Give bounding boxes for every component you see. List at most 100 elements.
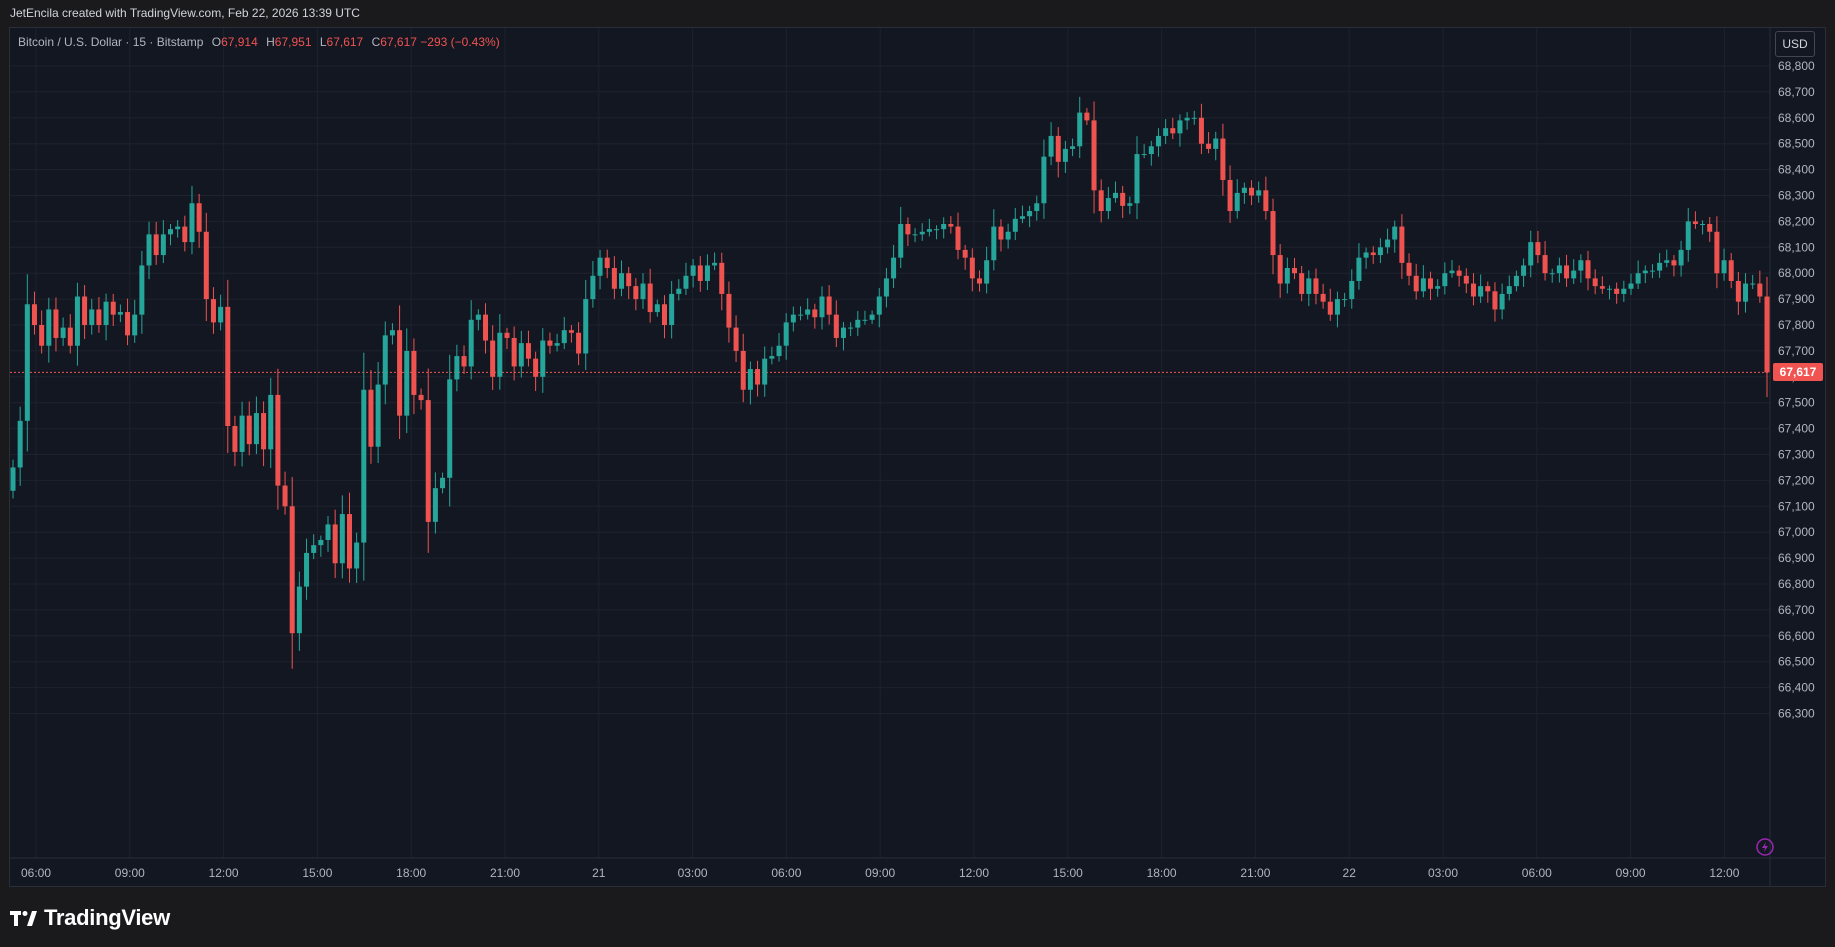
candle[interactable] xyxy=(661,295,667,339)
candle[interactable] xyxy=(24,274,30,452)
candle[interactable] xyxy=(117,304,123,323)
candle[interactable] xyxy=(998,219,1004,252)
candle[interactable] xyxy=(1714,216,1720,289)
candle[interactable] xyxy=(31,291,37,335)
candle[interactable] xyxy=(733,315,739,363)
candle[interactable] xyxy=(926,218,932,237)
candle[interactable] xyxy=(1234,179,1240,219)
candle[interactable] xyxy=(89,298,95,335)
candle[interactable] xyxy=(1377,238,1383,264)
candle[interactable] xyxy=(1027,205,1033,228)
candle[interactable] xyxy=(912,228,918,243)
candle[interactable] xyxy=(268,377,274,468)
candle[interactable] xyxy=(454,344,460,392)
candle[interactable] xyxy=(1249,180,1255,206)
candle[interactable] xyxy=(375,362,381,464)
candle[interactable] xyxy=(1564,254,1570,287)
candle[interactable] xyxy=(504,327,510,350)
candle[interactable] xyxy=(354,532,360,583)
candle[interactable] xyxy=(1721,248,1727,281)
candle[interactable] xyxy=(1420,265,1426,298)
candle[interactable] xyxy=(941,217,947,239)
candle[interactable] xyxy=(1599,276,1605,294)
candle[interactable] xyxy=(318,535,324,557)
candle[interactable] xyxy=(984,246,990,294)
candle[interactable] xyxy=(1657,252,1663,278)
candle[interactable] xyxy=(339,495,345,579)
candle[interactable] xyxy=(196,193,202,248)
candle[interactable] xyxy=(826,285,832,325)
candle[interactable] xyxy=(461,345,467,374)
candle[interactable] xyxy=(790,306,796,332)
candle[interactable] xyxy=(1284,257,1290,294)
candle[interactable] xyxy=(848,322,854,337)
candle[interactable] xyxy=(1671,255,1677,277)
candle[interactable] xyxy=(905,217,911,247)
candle[interactable] xyxy=(611,256,617,300)
tradingview-logo[interactable]: TradingView xyxy=(10,903,170,933)
candle[interactable] xyxy=(497,314,503,390)
candle[interactable] xyxy=(1349,269,1355,309)
candle[interactable] xyxy=(1707,216,1713,242)
candle[interactable] xyxy=(1406,253,1412,286)
candle[interactable] xyxy=(225,279,231,453)
candle[interactable] xyxy=(619,260,625,297)
candle[interactable] xyxy=(576,322,582,366)
candle[interactable] xyxy=(1105,186,1111,220)
candle[interactable] xyxy=(1091,101,1097,214)
candle[interactable] xyxy=(1649,264,1655,279)
candle[interactable] xyxy=(833,300,839,348)
candle[interactable] xyxy=(776,333,782,362)
candle[interactable] xyxy=(160,220,166,264)
candle[interactable] xyxy=(1592,269,1598,295)
candle[interactable] xyxy=(511,326,517,381)
candle[interactable] xyxy=(82,285,88,339)
candle[interactable] xyxy=(325,516,331,552)
candle[interactable] xyxy=(798,306,804,321)
candle[interactable] xyxy=(676,279,682,301)
candle[interactable] xyxy=(1700,220,1706,235)
candle[interactable] xyxy=(712,252,718,271)
candle[interactable] xyxy=(1241,182,1247,204)
candle[interactable] xyxy=(969,248,975,292)
candle[interactable] xyxy=(1191,110,1197,125)
candle[interactable] xyxy=(1098,179,1104,223)
candle[interactable] xyxy=(139,250,145,334)
candle[interactable] xyxy=(440,472,446,494)
candle[interactable] xyxy=(304,538,310,600)
candle[interactable] xyxy=(10,459,16,499)
candle[interactable] xyxy=(683,262,689,295)
candle[interactable] xyxy=(346,492,352,583)
candle[interactable] xyxy=(755,360,761,397)
candle[interactable] xyxy=(934,225,940,240)
candle[interactable] xyxy=(447,354,453,507)
candle[interactable] xyxy=(1485,281,1491,303)
candle[interactable] xyxy=(919,223,925,241)
candle[interactable] xyxy=(382,321,388,405)
candle[interactable] xyxy=(411,338,417,415)
candle[interactable] xyxy=(769,346,775,365)
candle[interactable] xyxy=(218,294,224,331)
candle[interactable] xyxy=(1635,260,1641,289)
candle[interactable] xyxy=(468,300,474,380)
candle[interactable] xyxy=(1764,276,1770,398)
candle[interactable] xyxy=(547,332,553,354)
candle[interactable] xyxy=(1428,271,1434,301)
candle[interactable] xyxy=(561,316,567,350)
candle[interactable] xyxy=(583,279,589,371)
candle[interactable] xyxy=(1299,265,1305,302)
candle[interactable] xyxy=(669,280,675,339)
candle[interactable] xyxy=(1692,211,1698,229)
candle[interactable] xyxy=(39,310,45,354)
candle[interactable] xyxy=(483,303,489,354)
candle[interactable] xyxy=(1685,207,1691,262)
candle[interactable] xyxy=(96,297,102,333)
candle[interactable] xyxy=(697,256,703,292)
candle[interactable] xyxy=(1528,230,1534,278)
candle[interactable] xyxy=(125,298,131,346)
candle[interactable] xyxy=(568,325,574,343)
candle[interactable] xyxy=(296,571,302,651)
candle[interactable] xyxy=(1163,119,1169,144)
candle[interactable] xyxy=(1513,270,1519,292)
candle[interactable] xyxy=(17,406,23,486)
